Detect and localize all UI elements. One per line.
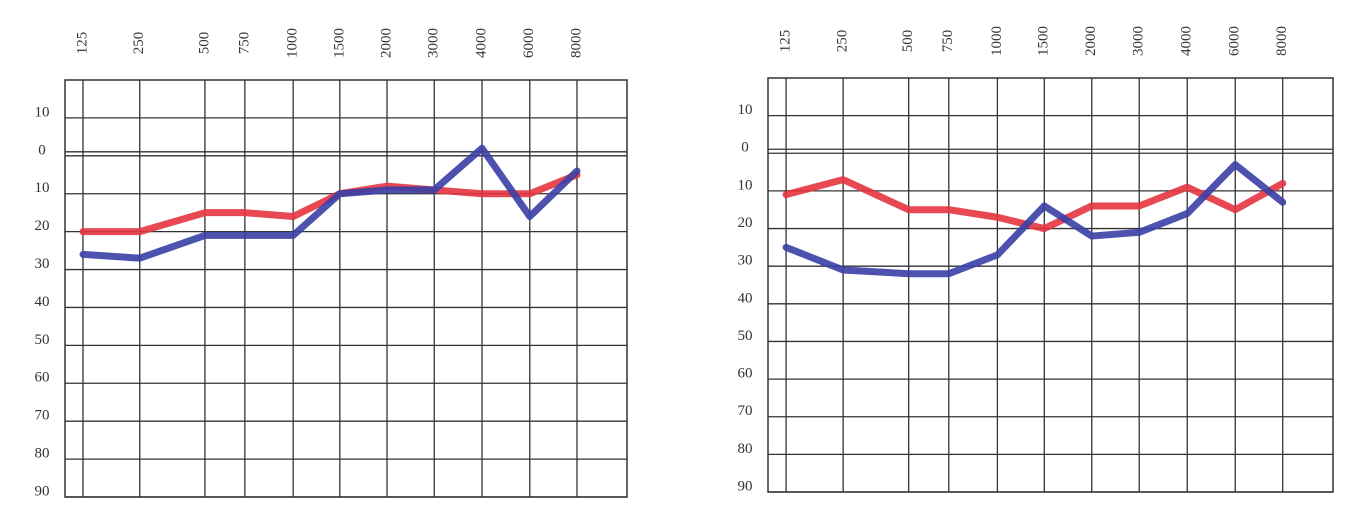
- y-tick-label: 50: [35, 332, 50, 348]
- y-tick-label: 20: [35, 218, 50, 234]
- y-tick-label: 10: [35, 104, 50, 120]
- x-tick-label: 1000: [989, 26, 1005, 56]
- y-tick-label: 0: [741, 140, 749, 156]
- x-tick-label: 1500: [1036, 26, 1052, 56]
- x-tick-label: 250: [835, 30, 851, 53]
- x-tick-label: 1500: [331, 28, 347, 58]
- frame: [767, 77, 1334, 493]
- y-tick-label: 90: [738, 478, 753, 494]
- y-tick-label: 40: [35, 294, 50, 310]
- x-tick-label: 500: [900, 30, 916, 53]
- x-tick-label: 8000: [1274, 26, 1290, 56]
- y-tick-label: 80: [738, 441, 753, 457]
- x-tick-label: 1000: [285, 28, 301, 58]
- y-tick-label: 20: [738, 215, 753, 231]
- y-tick-label: 90: [35, 483, 50, 499]
- y-tick-label: 60: [35, 370, 50, 386]
- frame: [64, 79, 628, 498]
- x-tick-label: 750: [236, 32, 252, 55]
- y-tick-label: 30: [35, 256, 50, 272]
- x-tick-label: 4000: [1179, 26, 1195, 56]
- x-tick-label: 6000: [521, 28, 537, 58]
- x-tick-label: 250: [131, 32, 147, 55]
- x-tick-label: 500: [196, 32, 212, 55]
- hearing-line: [79, 144, 581, 262]
- y-tick-label: 30: [738, 253, 753, 269]
- x-tick-label: 2000: [1083, 26, 1099, 56]
- x-tick-label: 8000: [568, 28, 584, 58]
- y-tick-label: 60: [738, 366, 753, 382]
- y-tick-label: 10: [738, 102, 753, 118]
- x-tick-label: 125: [778, 30, 794, 53]
- y-tick-label: 80: [35, 446, 50, 462]
- y-tick-label: 70: [35, 408, 50, 424]
- x-tick-label: 6000: [1227, 26, 1243, 56]
- x-tick-label: 4000: [473, 28, 489, 58]
- y-tick-label: 0: [38, 142, 46, 158]
- x-tick-label: 125: [74, 32, 90, 55]
- y-tick-label: 10: [35, 180, 50, 196]
- x-tick-label: 3000: [426, 28, 442, 58]
- y-tick-label: 70: [738, 403, 753, 419]
- y-tick-label: 10: [738, 177, 753, 193]
- x-tick-label: 2000: [378, 28, 394, 58]
- x-tick-label: 3000: [1131, 26, 1147, 56]
- x-tick-label: 750: [940, 30, 956, 53]
- y-tick-label: 50: [738, 328, 753, 344]
- y-tick-label: 40: [738, 290, 753, 306]
- hearing-line: [782, 161, 1287, 278]
